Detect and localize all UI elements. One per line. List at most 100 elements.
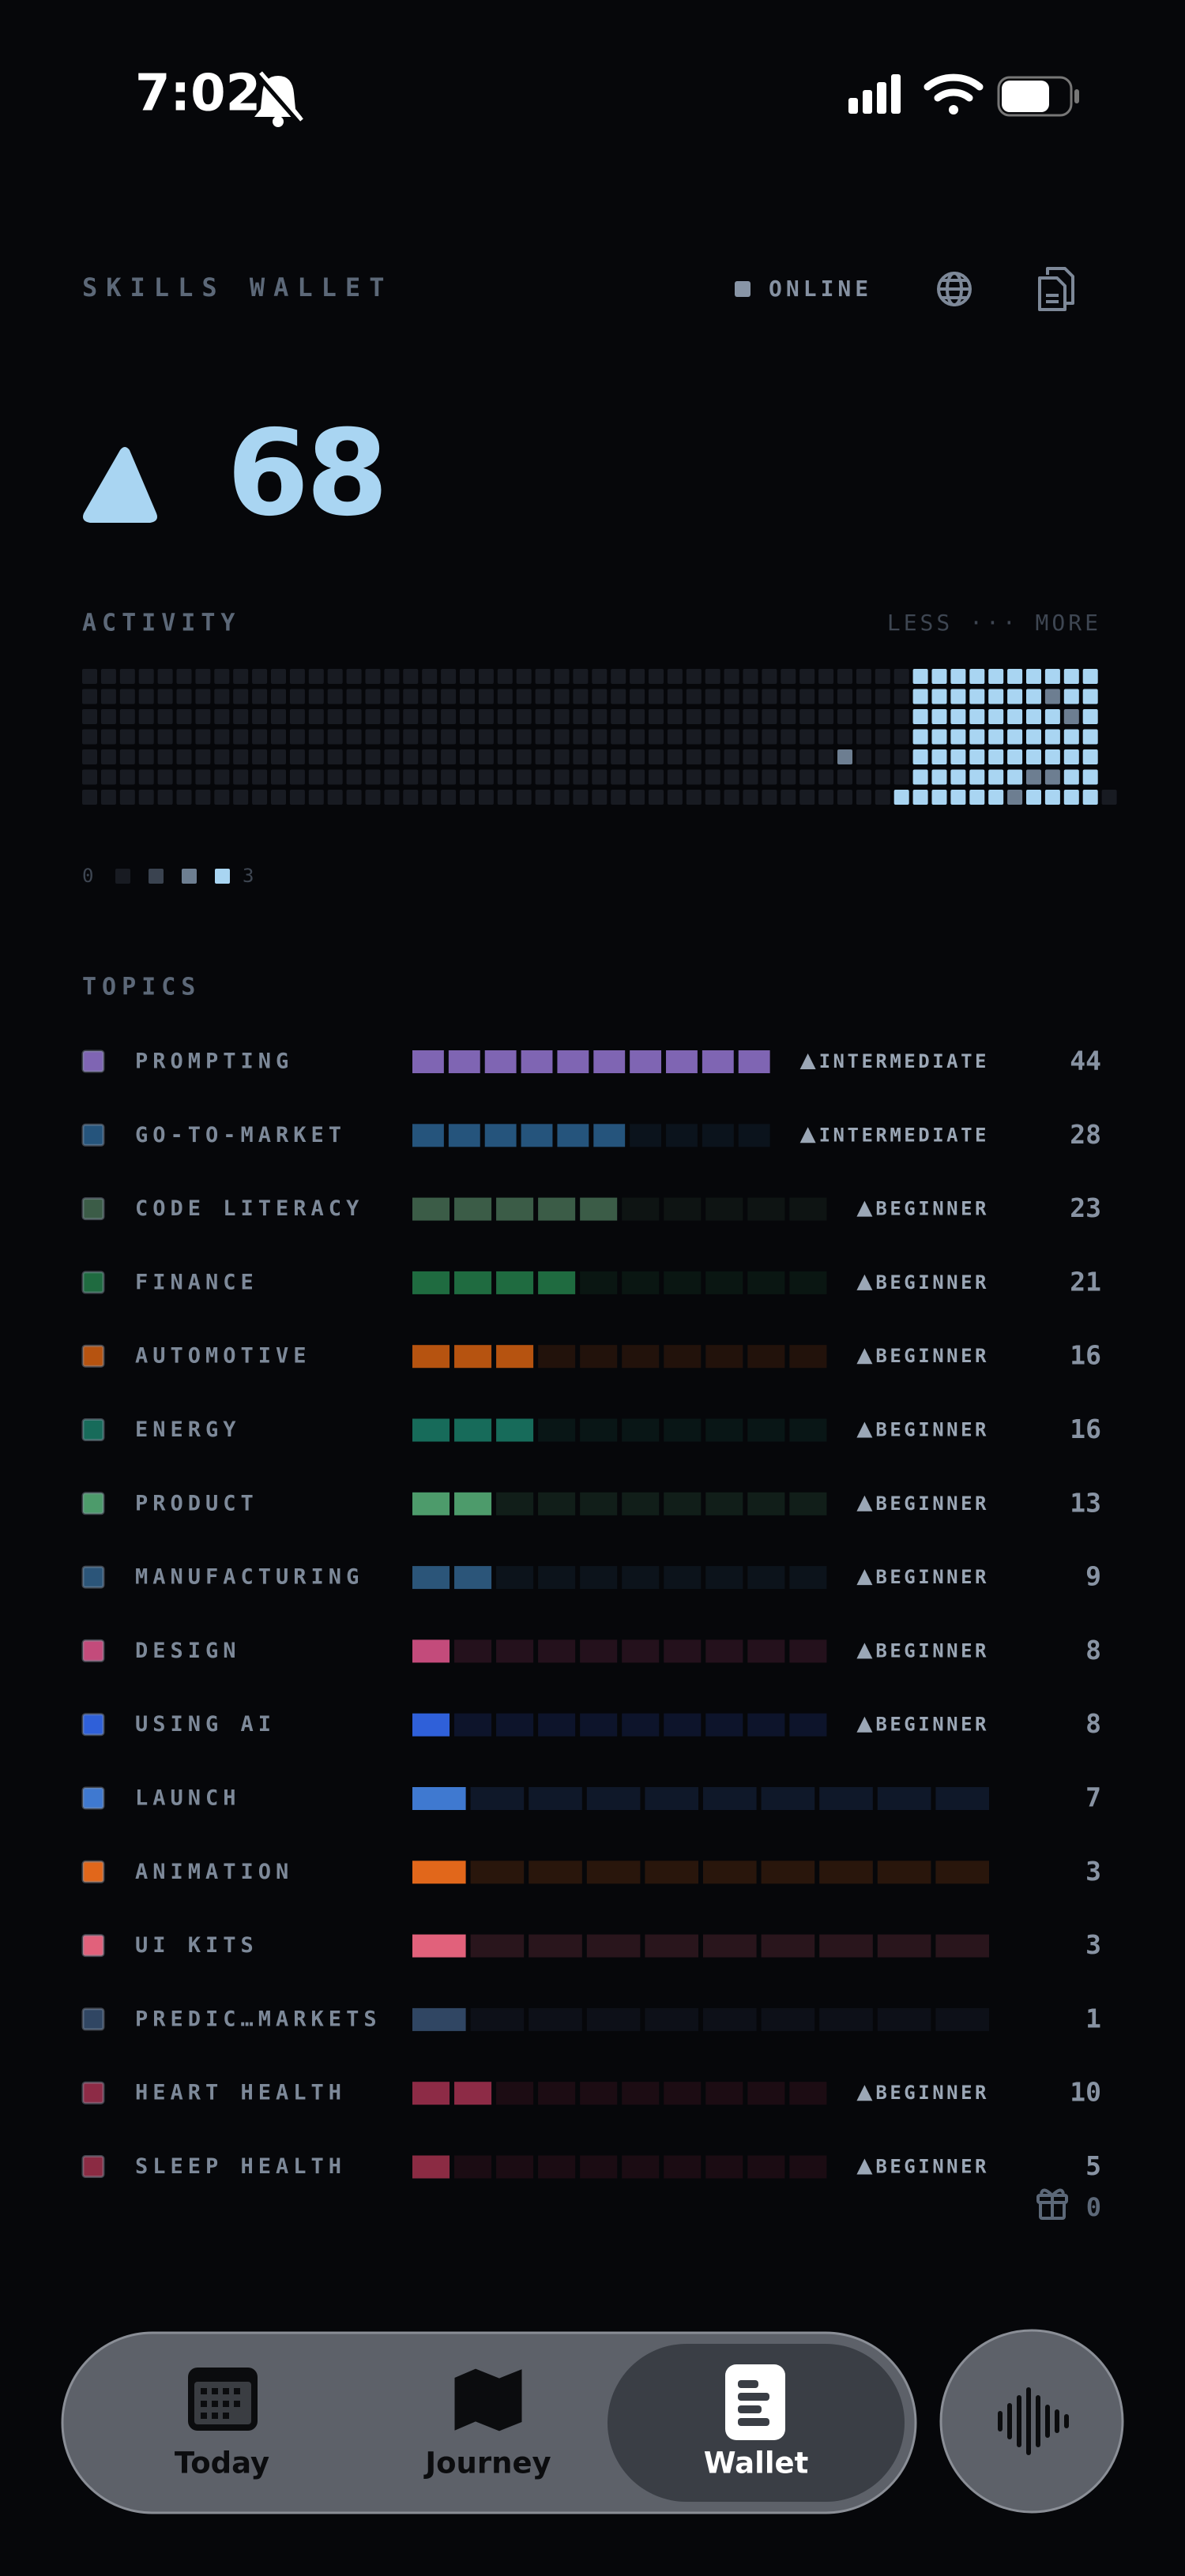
segment-empty: [877, 1934, 931, 1958]
activity-cell: [724, 689, 739, 704]
activity-cell: [308, 749, 324, 764]
activity-cell: [950, 790, 966, 805]
segment-empty: [703, 1861, 757, 1884]
tab-label[interactable]: Journey: [423, 2446, 551, 2480]
activity-cell: [195, 669, 211, 684]
tab-label[interactable]: Today: [175, 2446, 269, 2480]
segment-empty: [622, 1713, 660, 1737]
segment-filled: [496, 1197, 534, 1221]
topic-swatch: [81, 1344, 105, 1368]
activity-cell: [176, 669, 192, 684]
topic-score: 8: [1085, 1708, 1101, 1739]
level-triangle: [856, 1348, 873, 1365]
activity-cell: [705, 729, 720, 745]
segment-empty: [789, 1271, 827, 1294]
segment-empty: [580, 1713, 618, 1737]
activity-cell: [1063, 709, 1079, 724]
activity-cell: [988, 689, 1004, 704]
activity-cell: [893, 689, 909, 704]
activity-cell: [630, 709, 645, 724]
tab-label[interactable]: Wallet: [704, 2446, 809, 2480]
segment-empty: [705, 1566, 743, 1590]
activity-cell: [724, 749, 739, 764]
tab-labels: Today Journey Wallet: [175, 2446, 808, 2480]
segment-empty: [666, 1124, 698, 1147]
online-status: ONLINE: [769, 276, 872, 302]
activity-cell: [649, 729, 664, 745]
segment-empty: [622, 2155, 660, 2179]
segment-empty: [586, 1861, 641, 1884]
topic-name: AUTOMOTIVE: [135, 1344, 311, 1369]
activity-cell: [837, 729, 852, 745]
activity-cell: [875, 689, 890, 704]
activity-cell: [799, 769, 815, 785]
topic-score: 16: [1070, 1414, 1101, 1444]
activity-cell: [516, 709, 532, 724]
activity-cell: [818, 689, 834, 704]
activity-cell: [818, 709, 834, 724]
activity-cell: [611, 689, 626, 704]
activity-cell: [516, 749, 532, 764]
topic-name: CODE LITERACY: [135, 1196, 363, 1221]
segment-filled: [454, 1197, 492, 1221]
activity-cell: [214, 689, 230, 704]
segment-empty: [622, 1271, 660, 1294]
copy-button[interactable]: [1038, 267, 1074, 311]
activity-cell: [893, 709, 909, 724]
segment-empty: [789, 2155, 827, 2179]
activity-cell: [856, 669, 871, 684]
activity-cell: [630, 769, 645, 785]
topic-swatch: [81, 1197, 105, 1221]
activity-cell: [912, 729, 928, 745]
activity-cell: [233, 689, 249, 704]
activity-cell: [1007, 769, 1023, 785]
activity-cell: [573, 769, 589, 785]
topic-score: 21: [1070, 1266, 1101, 1297]
level-triangle: [856, 1274, 873, 1290]
segment-empty: [738, 1124, 770, 1147]
activity-cell: [516, 769, 532, 785]
activity-cell: [516, 689, 532, 704]
activity-cell: [781, 689, 796, 704]
voice-button[interactable]: [939, 2329, 1124, 2514]
activity-cell: [346, 669, 362, 684]
activity-cell: [100, 709, 116, 724]
activity-cell: [384, 729, 400, 745]
activity-cell: [762, 689, 777, 704]
segment-filled: [412, 1713, 450, 1737]
activity-cell: [403, 749, 419, 764]
segment-empty: [622, 1197, 660, 1221]
topic-score: 3: [1085, 1856, 1101, 1887]
segment-filled: [412, 1271, 450, 1294]
activity-cell: [271, 689, 286, 704]
activity-cell: [289, 729, 305, 745]
segment-empty: [529, 1787, 582, 1810]
topic-score: 1: [1085, 2003, 1101, 2033]
topic-name: PREDIC…MARKETS: [135, 2007, 382, 2031]
activity-cell: [592, 669, 608, 684]
activity-cell: [837, 749, 852, 764]
activity-cell: [592, 790, 608, 805]
activity-cell: [384, 769, 400, 785]
activity-cell: [856, 790, 871, 805]
activity-cell: [365, 769, 381, 785]
activity-cell: [1026, 790, 1041, 805]
segment-empty: [761, 2007, 815, 2031]
segment-empty: [645, 1934, 698, 1958]
gift-icon: [1036, 2188, 1068, 2220]
activity-cell: [611, 669, 626, 684]
activity-cell: [705, 669, 720, 684]
level-triangle: [856, 1421, 873, 1438]
topic-score: 44: [1070, 1046, 1101, 1076]
activity-cell: [346, 729, 362, 745]
wifi-icon: [924, 73, 984, 115]
segment-empty: [705, 2155, 743, 2179]
globe-button[interactable]: [937, 272, 972, 306]
activity-cell: [1026, 709, 1041, 724]
activity-cell: [460, 669, 475, 684]
activity-cell: [912, 669, 928, 684]
activity-cell: [762, 769, 777, 785]
segment-empty: [580, 1271, 618, 1294]
